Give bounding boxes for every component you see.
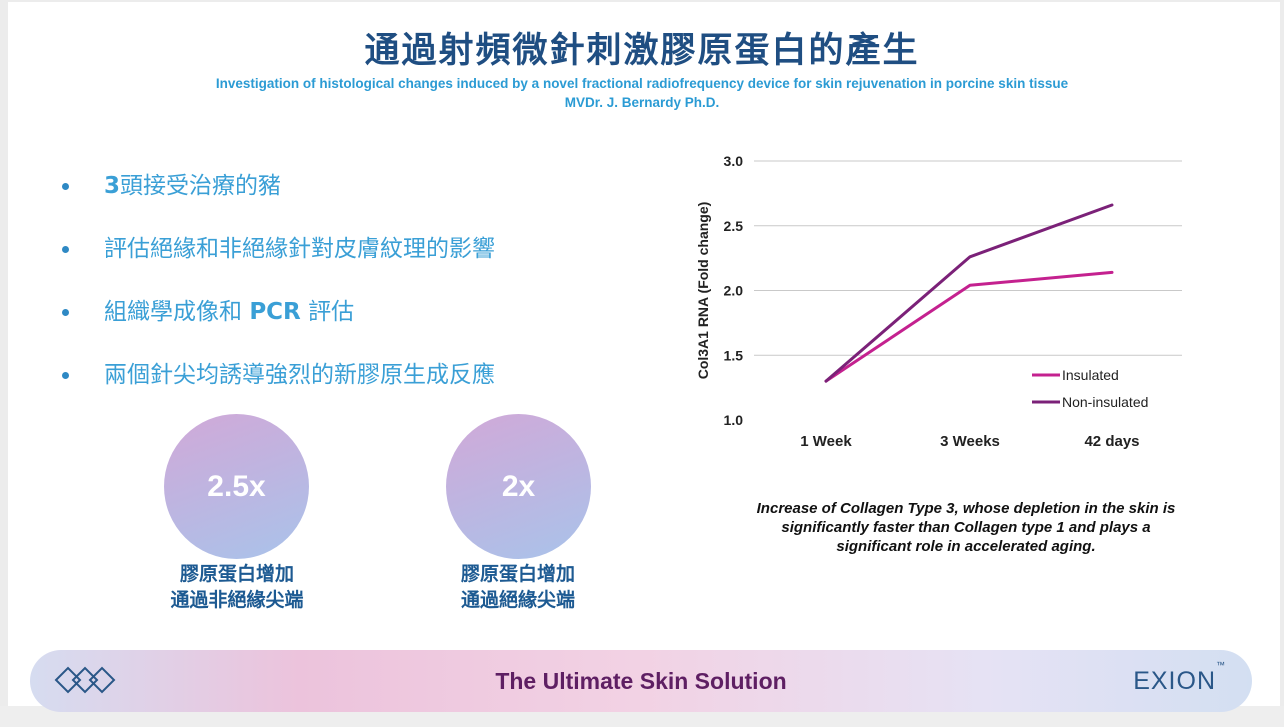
chart-note-line: significant role in accelerated aging. xyxy=(836,538,1096,555)
stat-caption-line: 膠原蛋白增加 xyxy=(460,563,575,585)
stat-caption-line: 通過絕緣尖端 xyxy=(460,589,575,611)
trademark-mark: ™ xyxy=(1216,659,1226,670)
slide-author: MVDr. J. Bernardy Ph.D. xyxy=(564,95,720,110)
bullet-strong: 3 xyxy=(104,173,121,199)
bullet-text: 頭接受治療的豬 xyxy=(120,173,282,199)
bullet-dot-icon xyxy=(62,372,69,379)
slide-title: 通過射頻微針刺激膠原蛋白的產生 xyxy=(364,31,920,71)
bullet-item: 3頭接受治療的豬 xyxy=(58,166,495,229)
footer-banner: The Ultimate Skin Solution EXION™ xyxy=(30,650,1252,712)
stat-caption-non-insulated: 膠原蛋白增加 通過非絕緣尖端 xyxy=(127,561,347,613)
chart-note-line: significantly faster than Collagen type … xyxy=(781,519,1151,536)
chart-svg: 1.0 1.5 2.0 2.5 3.0 1 Week 3 Weeks 42 days Col3A… xyxy=(695,153,1182,450)
brand-name: EXION xyxy=(1133,667,1216,695)
series-line-insulated xyxy=(824,270,1114,383)
x-tick-label: 1 Week xyxy=(800,433,852,450)
x-tick-label: 3 Weeks xyxy=(940,433,1000,450)
bullet-strong: PCR xyxy=(249,299,301,325)
bullet-dot-icon xyxy=(62,309,69,316)
stat-circle-insulated: 2x xyxy=(446,414,591,559)
y-tick-label: 2.0 xyxy=(724,283,744,299)
x-tick-label: 42 days xyxy=(1084,433,1139,450)
bullet-text: 評估 xyxy=(300,299,355,325)
footer-tagline: The Ultimate Skin Solution xyxy=(495,668,787,694)
chart-note: Increase of Collagen Type 3, whose deple… xyxy=(716,499,1216,556)
bullet-text: 組織學成像和 xyxy=(104,299,250,325)
y-tick-label: 1.5 xyxy=(724,347,744,363)
slide xyxy=(8,2,1280,706)
bullet-list: 3頭接受治療的豬 評估絕緣和非絕緣針對皮膚紋理的影響 組織學成像和 PCR 評估… xyxy=(58,166,495,418)
legend-label: Insulated xyxy=(1062,367,1119,383)
btl-diamond-logo-icon xyxy=(54,666,116,694)
chart-note-line: Increase of Collagen Type 3, whose deple… xyxy=(756,500,1176,517)
slide-subtitle: Investigation of histological changes in… xyxy=(215,76,1069,91)
exion-brand: EXION™ xyxy=(1133,660,1226,696)
stat-caption-line: 膠原蛋白增加 xyxy=(179,563,294,585)
bullet-item: 組織學成像和 PCR 評估 xyxy=(58,292,495,355)
stat-caption-insulated: 膠原蛋白增加 通過絕緣尖端 xyxy=(408,561,628,613)
bullet-text: 兩個針尖均誘導強烈的新膠原生成反應 xyxy=(104,362,495,388)
bullet-dot-icon xyxy=(62,246,69,253)
bullet-dot-icon xyxy=(62,183,69,190)
collagen-line-chart: 1.0 1.5 2.0 2.5 3.0 1 Week 3 Weeks 42 days Col3A… xyxy=(676,146,1216,466)
y-tick-label: 3.0 xyxy=(724,153,744,169)
series-line-non-insulated xyxy=(824,203,1114,383)
stat-caption-line: 通過非絕緣尖端 xyxy=(170,589,304,611)
stat-circle-non-insulated: 2.5x xyxy=(164,414,309,559)
bullet-item: 評估絕緣和非絕緣針對皮膚紋理的影響 xyxy=(58,229,495,292)
y-tick-label: 2.5 xyxy=(724,218,744,234)
y-axis-label: Col3A1 RNA (Fold change) xyxy=(695,202,711,380)
legend-label: Non-insulated xyxy=(1062,394,1148,410)
y-tick-label: 1.0 xyxy=(724,412,744,428)
bullet-text: 評估絕緣和非絕緣針對皮膚紋理的影響 xyxy=(104,236,495,262)
bullet-item: 兩個針尖均誘導強烈的新膠原生成反應 xyxy=(58,355,495,418)
